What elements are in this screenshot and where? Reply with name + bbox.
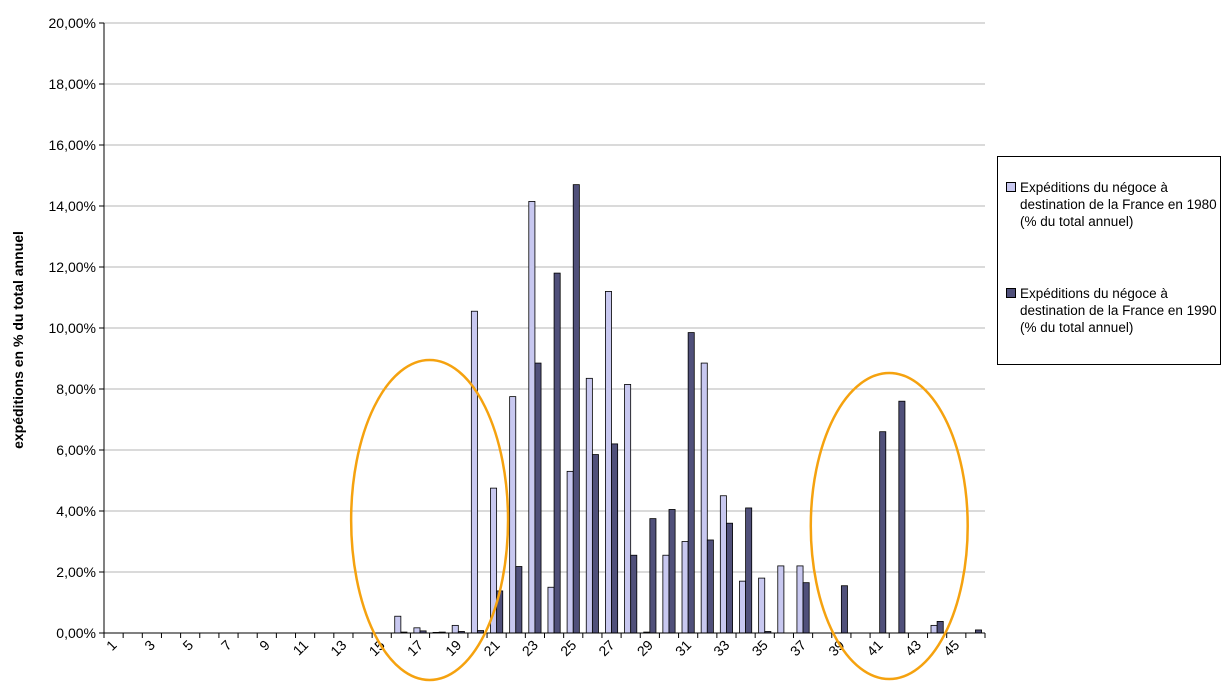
x-tick-label: 13 — [327, 637, 349, 659]
bar-1980-20 — [470, 310, 478, 634]
highlight-ellipse-2 — [809, 371, 969, 681]
bar-1990-42 — [898, 400, 906, 634]
x-tick-label: 21 — [480, 637, 502, 659]
bar-1980-31 — [681, 541, 689, 634]
y-tick-label: 20,00% — [49, 15, 96, 31]
x-tick-label: 7 — [218, 637, 235, 654]
y-axis: 0,00% 2,00% 4,00% 6,00% 8,00% 10,00% 12,00% 14,… — [49, 15, 105, 641]
x-tick-label: 41 — [863, 637, 885, 659]
x-tick-label: 31 — [672, 637, 694, 659]
x-axis: 1 3 5 7 9 11 13 15 17 19 21 23 25 27 29 31 33 35 37 39 41 43 4… — [103, 632, 986, 659]
y-tick-label: 14,00% — [49, 198, 96, 214]
highlight-ellipse-1 — [349, 358, 510, 682]
bar-1990-28 — [630, 554, 638, 634]
x-tick-label: 11 — [290, 637, 312, 659]
y-tick-label: 18,00% — [49, 76, 96, 92]
y-tick-label: 16,00% — [49, 137, 96, 153]
bar-1990-33 — [726, 522, 733, 634]
x-tick-label: 29 — [634, 637, 656, 659]
bar-1990-39 — [840, 585, 848, 634]
bar-1990-34 — [745, 507, 753, 634]
bar-1980-37 — [796, 565, 804, 634]
bar-1990-29 — [649, 518, 657, 634]
x-tick-label: 1 — [103, 637, 120, 654]
y-axis-label: expéditions en % du total annuel — [10, 231, 26, 449]
x-tick-label: 9 — [256, 637, 273, 654]
x-tick-label: 37 — [787, 637, 809, 659]
legend-swatch-1990 — [1006, 288, 1016, 298]
bar-1980-28 — [624, 384, 632, 634]
legend-label-1980: Expéditions du négoce à destination de l… — [1020, 180, 1217, 229]
x-tick-label: 27 — [595, 637, 617, 659]
x-tick-label: 45 — [940, 637, 962, 659]
bar-1980-27 — [605, 290, 612, 634]
legend: Expéditions du négoce à destination de l… — [997, 156, 1221, 365]
legend-swatch-1980 — [1006, 182, 1016, 192]
x-tick-label: 35 — [749, 637, 771, 659]
bar-1980-34 — [739, 580, 746, 634]
x-tick-label: 33 — [710, 637, 732, 659]
bar-1990-32 — [706, 539, 714, 634]
y-tick-label: 6,00% — [56, 442, 96, 458]
bar-1980-25 — [566, 470, 574, 634]
x-tick-label: 17 — [404, 637, 426, 659]
y-tick-label: 2,00% — [56, 564, 96, 580]
bar-1990-22 — [515, 566, 523, 634]
y-tick-label: 10,00% — [49, 320, 96, 336]
bar-1980-19 — [451, 624, 459, 634]
bar-1980-36 — [777, 565, 785, 634]
y-tick-label: 0,00% — [56, 625, 96, 641]
legend-label-1990: Expéditions du négoce à destination de l… — [1020, 286, 1217, 335]
bar-1980-24 — [547, 586, 555, 634]
y-tick-label: 4,00% — [56, 503, 96, 519]
bar-1980-30 — [662, 554, 670, 634]
bar-1990-25 — [572, 184, 580, 634]
bar-1980-33 — [719, 495, 727, 634]
bar-1990-26 — [591, 454, 599, 634]
x-tick-label: 25 — [557, 637, 579, 659]
bar-1980-23 — [528, 201, 536, 634]
bar-1980-44 — [930, 624, 938, 634]
bar-1990-31 — [687, 332, 695, 634]
y-tick-label: 12,00% — [49, 259, 96, 275]
bar-1980-22 — [509, 396, 517, 634]
x-tick-label: 43 — [902, 637, 924, 659]
bar-1980-32 — [700, 362, 708, 634]
bar-1990-37 — [802, 582, 810, 634]
bar-1980-26 — [585, 377, 593, 634]
bar-1980-17 — [413, 627, 421, 634]
bar-1990-24 — [553, 272, 561, 634]
bar-1980-16 — [394, 615, 402, 634]
x-tick-label: 23 — [519, 637, 541, 659]
annotations — [349, 358, 969, 682]
x-tick-label: 3 — [141, 637, 158, 654]
x-tick-label: 19 — [442, 637, 464, 659]
bar-1990-23 — [534, 362, 542, 634]
bar-1990-30 — [668, 509, 676, 634]
bars — [394, 184, 982, 634]
bar-1990-27 — [611, 443, 619, 634]
bar-1990-44 — [936, 621, 944, 634]
x-tick-label: 5 — [179, 637, 196, 654]
bar-1980-35 — [758, 577, 766, 634]
gridlines — [104, 22, 985, 573]
bar-1990-41 — [879, 431, 887, 634]
y-tick-label: 8,00% — [56, 381, 96, 397]
